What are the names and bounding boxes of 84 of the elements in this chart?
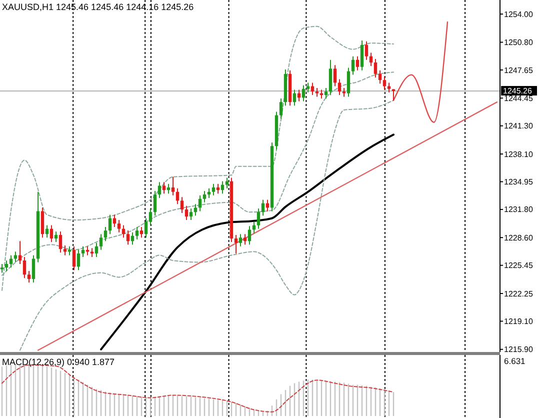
candlestick <box>382 76 386 90</box>
candlestick <box>212 183 216 196</box>
y-tick-label: 1247.65 <box>504 66 534 75</box>
candlestick <box>135 226 139 240</box>
candlestick <box>198 194 202 212</box>
text: 6.631 <box>504 356 526 366</box>
candlestick <box>194 204 198 216</box>
chart-title: MACD(12,26,9) 0.940 1.877 <box>2 357 115 367</box>
candlestick <box>158 182 162 198</box>
line-series <box>2 26 394 291</box>
candlestick <box>58 230 62 254</box>
candlestick <box>225 177 229 189</box>
candlestick <box>117 220 121 233</box>
candlestick <box>292 89 296 106</box>
y-tick-label: 1215.90 <box>504 345 534 354</box>
candlestick <box>333 64 337 87</box>
candlestick <box>351 56 355 76</box>
candlestick <box>144 218 148 238</box>
y-tick-label: 1238.10 <box>504 150 534 159</box>
y-tick-label: 1244.45 <box>504 94 534 103</box>
candlestick <box>338 78 342 96</box>
candlestick <box>392 88 396 102</box>
candlestick <box>279 98 283 120</box>
candlestick <box>76 249 80 271</box>
candlestick <box>104 226 108 242</box>
candlestick <box>189 208 193 220</box>
candlestick <box>4 260 8 272</box>
candlestick <box>153 190 157 216</box>
candlestick <box>180 196 184 214</box>
candlestick <box>108 214 112 235</box>
candlestick <box>184 205 188 220</box>
candlestick <box>306 82 310 93</box>
line-series <box>20 100 394 351</box>
candlestick <box>302 84 306 102</box>
candlestick <box>324 88 328 100</box>
y-tick-label: 1241.30 <box>504 122 534 131</box>
candlestick <box>238 234 242 247</box>
candlestick <box>310 82 314 96</box>
candlestick <box>387 82 391 93</box>
candlestick <box>256 208 260 230</box>
candlestick <box>72 246 76 271</box>
candlestick <box>94 242 98 258</box>
candlestick <box>9 254 13 268</box>
candlestick <box>243 234 247 246</box>
candlestick <box>176 188 180 205</box>
ref-line-label: 1245.26 <box>503 86 532 96</box>
candlestick <box>248 226 252 246</box>
candlestick <box>112 214 116 228</box>
candlestick <box>14 251 18 263</box>
candlestick <box>22 256 26 279</box>
candlestick <box>364 40 368 60</box>
candlestick <box>374 58 378 78</box>
y-tick-label: 1254.00 <box>504 10 534 19</box>
candlestick <box>18 240 22 264</box>
candlestick <box>126 230 130 246</box>
candlestick <box>261 199 265 216</box>
candlestick <box>148 208 152 226</box>
candlestick <box>346 67 350 98</box>
candlestick <box>40 207 44 238</box>
candlestick <box>356 56 360 71</box>
candlestick <box>328 59 332 96</box>
candlestick <box>369 52 373 66</box>
candlestick <box>54 230 58 242</box>
line-series <box>392 21 448 123</box>
y-tick-label: 1225.45 <box>504 261 534 270</box>
candlestick <box>171 176 175 196</box>
candlestick <box>32 254 36 283</box>
candlestick <box>378 70 382 84</box>
y-tick-label: 1228.60 <box>504 233 534 242</box>
y-tick-label: 1250.80 <box>504 38 534 48</box>
y-tick-label: 1219.10 <box>504 317 534 326</box>
candlestick <box>99 234 103 250</box>
candlestick <box>81 246 85 258</box>
candlestick <box>360 40 364 71</box>
candlestick <box>162 182 166 194</box>
candlestick <box>234 234 238 254</box>
y-tick-label: 1222.25 <box>504 289 534 298</box>
candlestick <box>140 226 144 238</box>
y-tick-label: 1234.95 <box>504 178 534 187</box>
candlestick <box>50 224 54 242</box>
chart-title: XAUUSD,H1 1245.46 1245.46 1244.16 1245.26 <box>2 2 194 12</box>
candlestick <box>202 190 206 203</box>
candlestick <box>27 270 31 283</box>
y-tick-label: 1231.80 <box>504 205 534 214</box>
